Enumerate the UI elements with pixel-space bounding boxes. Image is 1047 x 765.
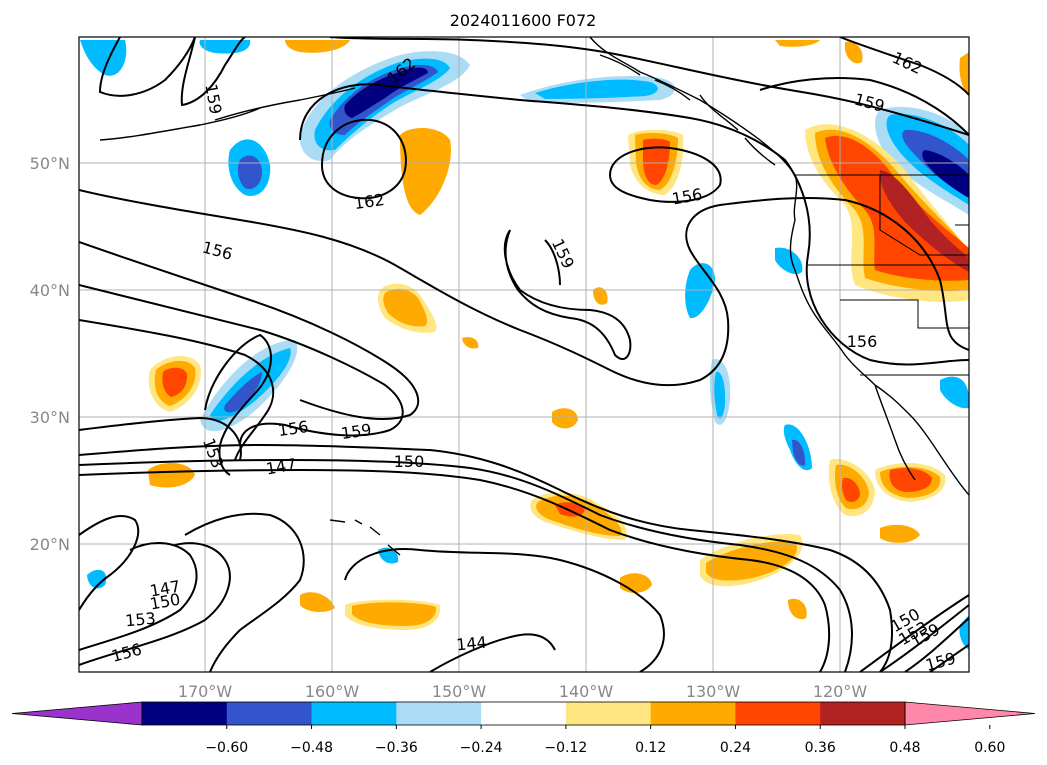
contour-label: 159 xyxy=(923,649,957,675)
latitude-labels: 50°N 40°N 30°N 20°N xyxy=(30,154,70,554)
lat-label: 30°N xyxy=(30,408,70,427)
height-contours xyxy=(79,37,969,672)
contour-label: 159 xyxy=(340,420,373,443)
pos-fill-region xyxy=(300,592,335,612)
contour-label: 150 xyxy=(394,452,425,471)
coastlines xyxy=(99,37,969,556)
pos-fill-region xyxy=(880,524,920,543)
colorbar-tick-label: −0.60 xyxy=(205,740,248,756)
neg-fill-region xyxy=(344,67,428,118)
pos-fill-region xyxy=(552,408,578,429)
lon-label: 140°W xyxy=(559,682,614,701)
lon-label: 150°W xyxy=(432,682,487,701)
colorbar-tick-label: 0.48 xyxy=(889,740,920,756)
colorbar-segment xyxy=(142,702,228,725)
lon-label: 130°W xyxy=(686,682,741,701)
colorbar-segment xyxy=(565,702,652,725)
neg-fill-region xyxy=(714,371,726,419)
neg-fill-region xyxy=(922,150,969,198)
pos-fill-region xyxy=(162,367,188,397)
colorbar-tick-label: −0.48 xyxy=(290,740,333,756)
lat-label: 20°N xyxy=(30,535,70,554)
pos-fill-region xyxy=(400,128,451,215)
neg-fill-region xyxy=(535,79,658,99)
figure-title: 2024011600 F072 xyxy=(450,11,597,30)
pos-fill-region xyxy=(959,52,969,95)
neg-fill-region xyxy=(199,40,251,54)
colorbar-tick-label: 0.36 xyxy=(805,740,836,756)
colorbar-tick-label: −0.24 xyxy=(460,740,503,756)
neg-fill-region xyxy=(792,439,806,466)
neg-fill-region xyxy=(237,155,262,190)
contour-label: 156 xyxy=(847,332,878,351)
colorbar-outline xyxy=(141,701,906,726)
pos-fill-region xyxy=(879,170,969,272)
map-frame xyxy=(78,36,970,673)
pos-fill-region xyxy=(462,337,479,349)
lat-label: 40°N xyxy=(30,281,70,300)
neg-fill-region xyxy=(775,247,803,275)
map-panel: 159 162 159 162 156 156 159 156 162 159 … xyxy=(79,37,969,675)
pos-fill-region xyxy=(352,602,437,626)
colorbar-tick-label: −0.36 xyxy=(375,740,418,756)
longitude-labels: 170°W 160°W 150°W 140°W 130°W 120°W xyxy=(178,682,868,701)
negative-anomaly-fills xyxy=(80,40,969,650)
lat-label: 50°N xyxy=(30,154,70,173)
neg-fill-region xyxy=(87,569,107,589)
pos-fill-region xyxy=(285,40,350,53)
colorbar-tick-label: 0.24 xyxy=(720,740,751,756)
neg-fill-region xyxy=(224,372,262,413)
pos-fill-region xyxy=(593,287,608,305)
neg-fill-region xyxy=(940,376,969,409)
lon-label: 120°W xyxy=(813,682,868,701)
lon-label: 160°W xyxy=(305,682,360,701)
colorbar-segment xyxy=(650,702,736,725)
contour-label: 162 xyxy=(353,190,386,213)
colorbar-extend-low xyxy=(11,701,143,726)
pos-fill-region xyxy=(775,40,820,47)
contour-label: 156 xyxy=(277,417,310,440)
colorbar-segment xyxy=(226,702,313,725)
pos-fill-region xyxy=(383,288,428,327)
colorbar-segment xyxy=(735,702,821,725)
pos-fill-region xyxy=(148,463,195,488)
pos-fill-region xyxy=(643,138,670,185)
neg-fill-region xyxy=(329,64,438,135)
pos-fill-region xyxy=(889,468,932,492)
graticule xyxy=(79,37,969,672)
contour-label-group: 159 162 159 162 156 156 159 156 162 159 … xyxy=(109,48,957,675)
pos-fill-region xyxy=(842,477,860,503)
colorbar-segment xyxy=(396,702,482,725)
contour-label: 144 xyxy=(455,633,487,655)
colorbar-segment xyxy=(820,702,906,725)
colorbar-tick-label: 0.60 xyxy=(974,740,1005,756)
colorbar-segment xyxy=(311,702,397,725)
contour-label: 153 xyxy=(124,609,156,631)
colorbar-tick-label: 0.12 xyxy=(635,740,666,756)
pos-fill-region xyxy=(788,598,807,620)
colorbar-segment xyxy=(481,702,567,725)
colorbar: −0.60 −0.48 −0.36 −0.24 −0.12 0.12 0.24 0.36 0.4… xyxy=(11,701,1036,756)
lon-label: 170°W xyxy=(178,682,233,701)
pos-fill-region xyxy=(845,41,863,64)
colorbar-tick-label: −0.12 xyxy=(544,740,587,756)
colorbar-extend-high xyxy=(904,701,1036,726)
